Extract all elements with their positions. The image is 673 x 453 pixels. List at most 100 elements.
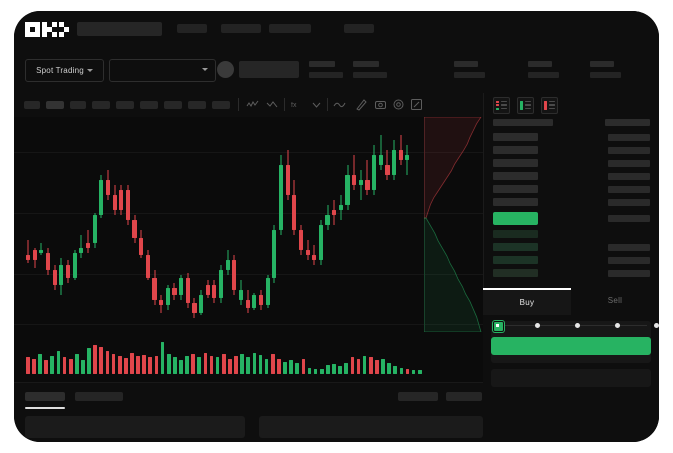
orderbook-bid-row[interactable] xyxy=(493,230,538,238)
okx-logo[interactable] xyxy=(25,22,69,37)
bottom-panel-left[interactable] xyxy=(25,416,245,438)
bottom-panel-right[interactable] xyxy=(259,416,483,438)
interval-button-9[interactable] xyxy=(212,101,230,109)
candle xyxy=(99,117,104,332)
order-total-input[interactable] xyxy=(491,369,651,387)
orderbook-header-amount xyxy=(605,119,650,126)
volume-bar xyxy=(148,357,153,374)
nav-item-1[interactable] xyxy=(177,24,207,33)
chevron-down-icon[interactable] xyxy=(310,98,323,111)
orderbook-bid-row[interactable] xyxy=(493,243,538,251)
volume-bar xyxy=(399,367,404,374)
volume-bar xyxy=(246,357,251,374)
interval-button-3[interactable] xyxy=(70,101,86,109)
market-type-dropdown[interactable]: Spot Trading xyxy=(25,59,104,82)
nav-item-2[interactable] xyxy=(221,24,261,33)
tab-buy[interactable]: Buy xyxy=(483,288,571,315)
volume-bar xyxy=(160,342,165,374)
orderbook-mode-both-icon[interactable] xyxy=(493,97,510,114)
orderbook-ask-row[interactable] xyxy=(493,133,538,141)
percent-slider-handle[interactable] xyxy=(493,321,504,332)
nav-item-3[interactable] xyxy=(269,24,311,33)
ticker-stat-2-value xyxy=(353,72,387,78)
candle xyxy=(119,117,124,332)
depth-chart-overlay xyxy=(424,117,483,332)
interval-button-2[interactable] xyxy=(46,101,64,109)
lower-action-1[interactable] xyxy=(398,392,438,401)
volume-bar xyxy=(209,355,214,374)
nav-item-4[interactable] xyxy=(344,24,374,33)
trading-pair-selector[interactable] xyxy=(109,59,216,82)
search-input[interactable] xyxy=(77,22,162,36)
orderbook-ask-row[interactable] xyxy=(493,198,538,206)
candle xyxy=(305,117,310,332)
orderbook-bid-amount xyxy=(608,270,650,277)
interval-button-4[interactable] xyxy=(92,101,110,109)
interval-button-1[interactable] xyxy=(24,101,40,109)
orderbook-mode-bids-icon[interactable] xyxy=(517,97,534,114)
lower-tab-2[interactable] xyxy=(75,392,123,401)
volume-bar xyxy=(252,352,257,374)
candlestick-chart[interactable] xyxy=(14,117,483,332)
candle xyxy=(199,117,204,332)
chart-toolbar: fx xyxy=(14,93,483,118)
orderbook-bid-row[interactable] xyxy=(493,269,538,277)
volume-bar xyxy=(344,363,349,374)
percent-slider-stop-25[interactable] xyxy=(535,323,540,328)
candle xyxy=(358,117,363,332)
volume-bar xyxy=(81,359,85,374)
volume-bar xyxy=(362,355,367,374)
volume-bar xyxy=(234,355,238,374)
orderbook-ask-amount xyxy=(608,186,650,193)
volume-bar xyxy=(68,358,73,374)
lower-action-2[interactable] xyxy=(446,392,482,401)
orderbook-ask-row[interactable] xyxy=(493,185,538,193)
candle xyxy=(172,117,177,332)
chart-type-line-icon[interactable] xyxy=(266,98,279,111)
settings-gear-icon[interactable] xyxy=(392,98,405,111)
orderbook-ask-row[interactable] xyxy=(493,159,538,167)
interval-button-5[interactable] xyxy=(116,101,134,109)
orderbook-ask-amount xyxy=(608,147,650,154)
interval-button-6[interactable] xyxy=(140,101,158,109)
candle xyxy=(205,117,210,332)
candle xyxy=(179,117,184,332)
volume-bar xyxy=(283,361,287,374)
candle xyxy=(338,117,343,332)
chart-gridline xyxy=(14,324,483,325)
volume-bar xyxy=(123,358,128,374)
lower-tab-1[interactable] xyxy=(25,392,65,401)
overlay-line-icon[interactable] xyxy=(333,98,346,111)
fullscreen-icon[interactable] xyxy=(410,98,423,111)
volume-bar xyxy=(142,354,146,374)
orderbook-bid-row[interactable] xyxy=(493,256,538,264)
ticker-stat-2-label xyxy=(353,61,379,67)
submit-order-button[interactable] xyxy=(491,337,651,355)
orderbook-mode-asks-icon[interactable] xyxy=(541,97,558,114)
interval-button-7[interactable] xyxy=(164,101,182,109)
candle xyxy=(318,117,323,332)
orderbook-ask-row[interactable] xyxy=(493,146,538,154)
candle xyxy=(365,117,370,332)
orderbook-last-price-row[interactable] xyxy=(493,212,538,225)
indicators-icon[interactable]: fx xyxy=(290,98,303,111)
tab-sell[interactable]: Sell xyxy=(607,296,623,305)
volume-bar xyxy=(264,358,269,374)
toolbar-divider xyxy=(284,98,285,111)
chart-type-candles-icon[interactable] xyxy=(246,98,259,111)
candle xyxy=(258,117,264,332)
percent-slider-stop-50[interactable] xyxy=(575,323,580,328)
percent-slider-stop-100[interactable] xyxy=(654,323,659,328)
candle xyxy=(105,117,110,332)
orderbook-ask-row[interactable] xyxy=(493,172,538,180)
drawing-tools-icon[interactable] xyxy=(355,98,368,111)
ticker-stat-4 xyxy=(528,61,559,78)
candle xyxy=(26,117,31,332)
interval-button-8[interactable] xyxy=(188,101,206,109)
candle xyxy=(405,117,410,332)
percent-slider-stop-75[interactable] xyxy=(615,323,620,328)
candle xyxy=(212,117,217,332)
camera-icon[interactable] xyxy=(374,98,387,111)
percent-slider-track[interactable] xyxy=(495,325,647,326)
